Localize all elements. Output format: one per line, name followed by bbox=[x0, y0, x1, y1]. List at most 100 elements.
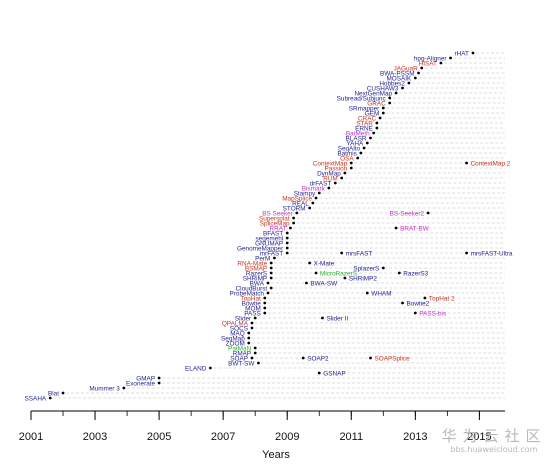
release-point bbox=[263, 311, 267, 315]
tool-label: Slider bbox=[235, 315, 252, 322]
tool-label: ERNE bbox=[355, 125, 373, 132]
release-point bbox=[349, 161, 353, 165]
watermark-url: bbs.huaweicloud.com bbox=[450, 445, 538, 454]
release-point bbox=[122, 386, 126, 390]
tool-label: RRAT bbox=[269, 225, 286, 232]
watermark-title: 华为云社区 bbox=[441, 427, 547, 445]
tool-label: NextGenMap bbox=[354, 90, 392, 97]
tool-label: drFAST bbox=[310, 180, 332, 187]
release-point bbox=[269, 286, 273, 290]
tool-label: SRmapper bbox=[349, 105, 380, 112]
release-point bbox=[369, 136, 372, 140]
tool-label: PASS-bis bbox=[419, 310, 446, 317]
release-point bbox=[247, 336, 251, 340]
release-point bbox=[413, 311, 417, 315]
release-point bbox=[247, 331, 251, 335]
tool-label: SHRiMP2 bbox=[349, 275, 377, 282]
tool-label: ELAND bbox=[185, 365, 207, 372]
release-point bbox=[471, 51, 475, 55]
x-tick-label: 2007 bbox=[211, 431, 235, 443]
release-point bbox=[449, 56, 452, 60]
release-point bbox=[407, 81, 411, 85]
x-tick-label: 2001 bbox=[19, 431, 43, 443]
release-point bbox=[157, 381, 161, 385]
release-point bbox=[250, 356, 254, 360]
tool-label: Subread/Subjunc bbox=[337, 95, 387, 102]
release-point bbox=[423, 296, 427, 300]
release-point bbox=[314, 271, 318, 275]
release-point bbox=[381, 111, 385, 115]
tool-label: ZOOM bbox=[226, 340, 245, 347]
tool-label: GMAP bbox=[136, 375, 155, 382]
tool-label: DynMap bbox=[317, 170, 341, 177]
tool-label: RMAP bbox=[233, 350, 251, 357]
release-point bbox=[311, 201, 315, 205]
tool-label: HISAT bbox=[419, 60, 437, 67]
x-tick-label: 2003 bbox=[83, 431, 107, 443]
tool-label: BS Seeker bbox=[262, 210, 293, 217]
release-point bbox=[292, 221, 296, 225]
release-point bbox=[285, 241, 289, 245]
tool-label: CloudBurst bbox=[236, 285, 268, 292]
release-point bbox=[333, 181, 337, 185]
tool-label: Batmis bbox=[337, 150, 357, 157]
tool-label: GRAC bbox=[367, 100, 386, 107]
release-point bbox=[269, 266, 273, 270]
tool-label: Exonerate bbox=[126, 380, 156, 387]
tool-label: Bismark bbox=[302, 185, 326, 192]
tool-label: ContextMap bbox=[313, 160, 348, 167]
tool-label: Mummer 3 bbox=[89, 385, 120, 392]
tool-label: X-Mate bbox=[314, 260, 335, 267]
release-point bbox=[343, 276, 347, 280]
release-point bbox=[263, 306, 267, 310]
release-point bbox=[388, 96, 392, 100]
tool-label: WHAM bbox=[371, 290, 391, 297]
tool-label: TopHat 2 bbox=[429, 295, 455, 302]
release-point bbox=[388, 101, 392, 105]
release-point bbox=[266, 281, 270, 285]
tool-label: segemehl bbox=[255, 235, 283, 242]
tool-label: BWA bbox=[250, 280, 265, 287]
release-point bbox=[401, 301, 404, 305]
tool-label: mrsFAST-Ultra bbox=[471, 250, 513, 257]
x-tick-label: 2009 bbox=[275, 431, 299, 443]
release-point bbox=[381, 106, 385, 110]
tool-label: BWA-PSSM bbox=[380, 70, 415, 77]
tool-label: hpg-Aligner bbox=[414, 55, 448, 62]
release-point bbox=[301, 356, 305, 360]
tool-label: JAGuaR bbox=[394, 65, 419, 72]
tool-label: QPALMA bbox=[222, 320, 249, 327]
release-point bbox=[263, 296, 267, 300]
tool-label: SpliceMap bbox=[260, 220, 290, 227]
release-point bbox=[426, 211, 430, 215]
tool-label: BWT-SW bbox=[228, 360, 255, 367]
tool-label: BS-Seeker2 bbox=[390, 210, 425, 217]
tool-label: BWA-SW bbox=[310, 280, 338, 287]
tool-label: YAHA bbox=[346, 140, 364, 147]
tool-label: Hobbes2 bbox=[379, 80, 405, 87]
tool-label: MAQ bbox=[230, 330, 245, 337]
release-point bbox=[413, 76, 417, 80]
release-point bbox=[365, 291, 369, 295]
release-point bbox=[343, 171, 347, 175]
x-tick-label: 2015 bbox=[467, 431, 491, 443]
tool-label: BLASR bbox=[346, 135, 367, 142]
tool-label: SeqMap bbox=[221, 335, 245, 342]
release-point bbox=[250, 326, 254, 330]
release-point bbox=[289, 226, 292, 230]
release-point bbox=[397, 271, 401, 275]
release-point bbox=[308, 261, 312, 265]
release-point bbox=[401, 86, 404, 90]
release-point bbox=[349, 166, 353, 170]
release-point bbox=[269, 261, 273, 265]
tool-label: ProbeMatch bbox=[230, 290, 265, 297]
x-axis-title: Years bbox=[262, 449, 290, 461]
tool-label: GSNAP bbox=[323, 370, 345, 377]
tool-label: STAR bbox=[356, 120, 373, 127]
release-point bbox=[292, 216, 296, 220]
release-point bbox=[381, 266, 385, 270]
release-point bbox=[256, 361, 260, 365]
x-tick-label: 2011 bbox=[339, 431, 363, 443]
release-point bbox=[253, 346, 257, 350]
